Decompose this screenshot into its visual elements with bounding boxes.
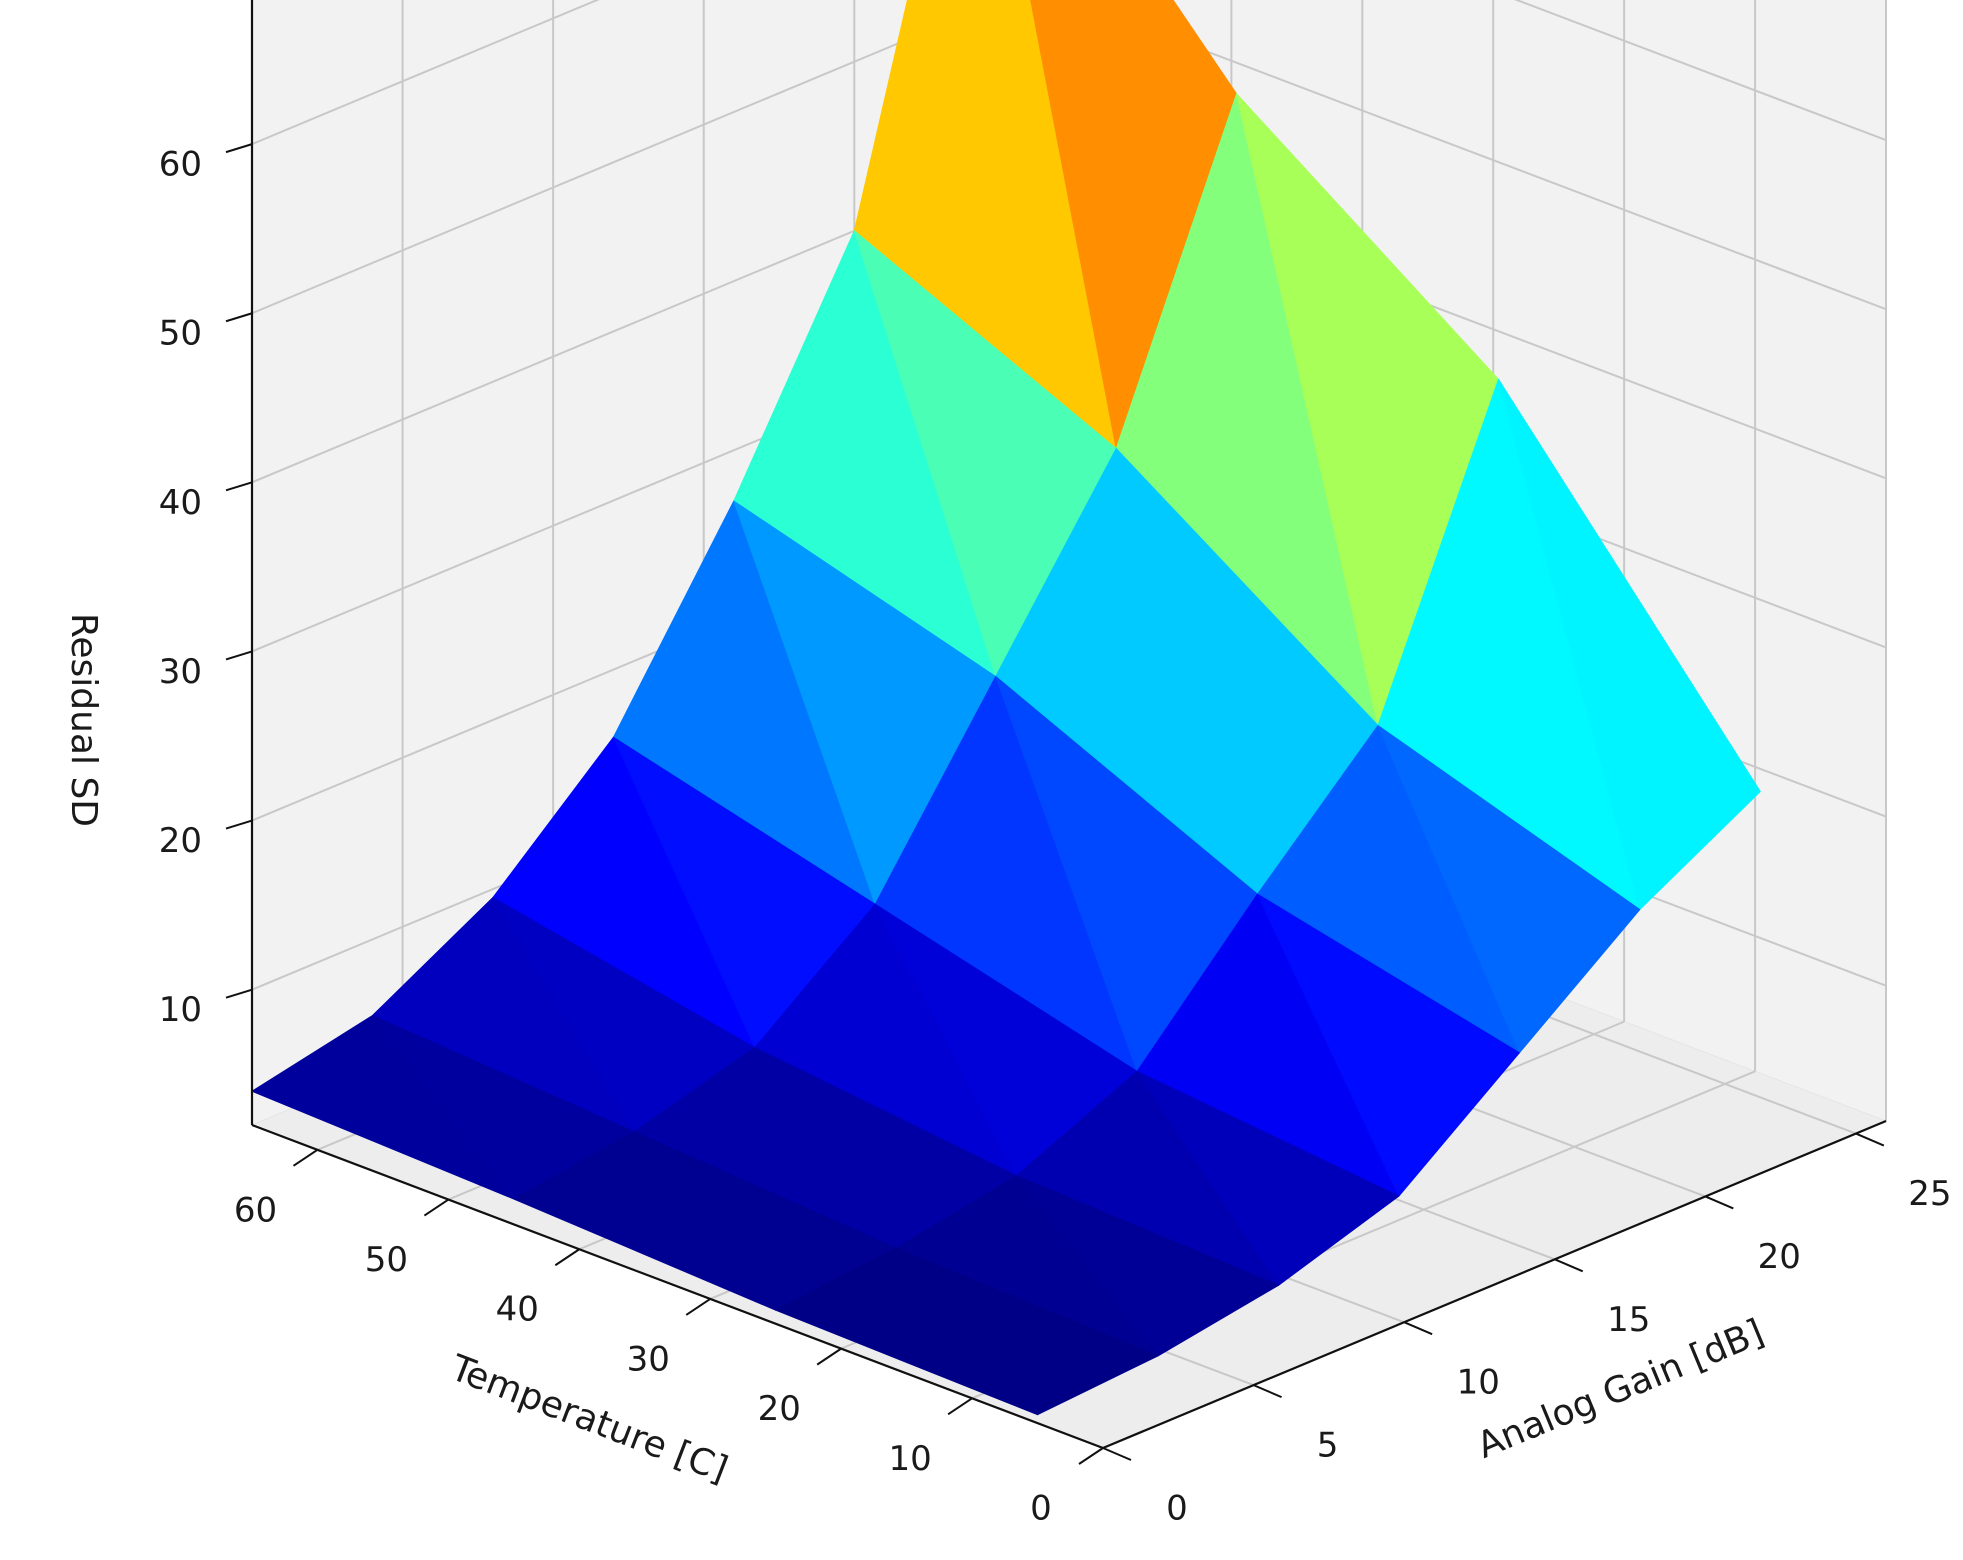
- z-tick-label: 10: [159, 990, 202, 1030]
- surface-facet: [1377, 725, 1641, 1054]
- y-axis-tick: [1554, 1258, 1584, 1273]
- x-tick-label: 20: [758, 1389, 801, 1429]
- surface-facet: [895, 1247, 1159, 1416]
- x-tick-label: 50: [365, 1240, 408, 1280]
- z-axis-tick: [225, 988, 253, 999]
- x-axis-tick: [554, 1248, 580, 1267]
- x-axis-tick: [292, 1149, 319, 1167]
- x-axis-tick: [947, 1397, 973, 1416]
- x-axis-tick: [685, 1298, 711, 1316]
- z-axis-tick: [225, 312, 253, 323]
- grid-line: [1514, 0, 1887, 142]
- z-tick-label: 50: [159, 314, 202, 354]
- y-tick-label: 5: [1317, 1426, 1339, 1466]
- surface-facet: [1016, 1175, 1279, 1357]
- y-axis-tick: [1704, 1195, 1734, 1210]
- grid-line: [251, 0, 600, 146]
- x-tick-label: 10: [888, 1439, 931, 1479]
- z-axis-tick: [225, 650, 253, 661]
- x-tick-label: 0: [1030, 1489, 1052, 1529]
- z-tick-label: 60: [159, 145, 202, 185]
- surface-facet: [1257, 893, 1520, 1197]
- x-axis-tick: [816, 1347, 842, 1366]
- z-axis-tick: [225, 143, 253, 154]
- y-axis-tick: [1855, 1132, 1885, 1147]
- tick-labels: 0 10 20 30 40 50 60 0 5 10 15 20 25 10 20 30 40 50 60: [159, 145, 1952, 1529]
- y-axis-tick: [1403, 1321, 1433, 1336]
- z-tick-label: 40: [159, 483, 202, 523]
- y-tick-label: 10: [1457, 1363, 1500, 1403]
- y-axis-line: [1102, 1119, 1887, 1450]
- y-axis-tick: [1253, 1384, 1282, 1399]
- surface: [251, 0, 1761, 1416]
- x-tick-label: 40: [496, 1290, 539, 1330]
- z-axis-label: Residual SD: [63, 613, 104, 827]
- x-axis-line: [251, 1123, 1104, 1450]
- surface-facet: [1498, 378, 1761, 910]
- y-tick-label: 15: [1607, 1300, 1650, 1340]
- y-tick-label: 0: [1166, 1489, 1188, 1529]
- y-tick-label: 25: [1908, 1174, 1951, 1214]
- y-tick-label: 20: [1758, 1237, 1801, 1277]
- x-tick-label: 30: [627, 1339, 670, 1379]
- x-tick-label: 60: [234, 1190, 277, 1230]
- x-axis-label: Temperature [C]: [444, 1347, 733, 1491]
- surface-facet: [1136, 1070, 1400, 1286]
- y-axis-tick: [1102, 1447, 1132, 1461]
- axes: [225, 0, 1887, 1465]
- z-tick-label: 30: [159, 652, 202, 692]
- z-tick-label: 20: [159, 821, 202, 861]
- x-axis-tick: [423, 1198, 449, 1217]
- z-axis-tick: [225, 481, 253, 492]
- x-axis-tick: [1078, 1447, 1104, 1465]
- z-axis-tick: [225, 819, 253, 830]
